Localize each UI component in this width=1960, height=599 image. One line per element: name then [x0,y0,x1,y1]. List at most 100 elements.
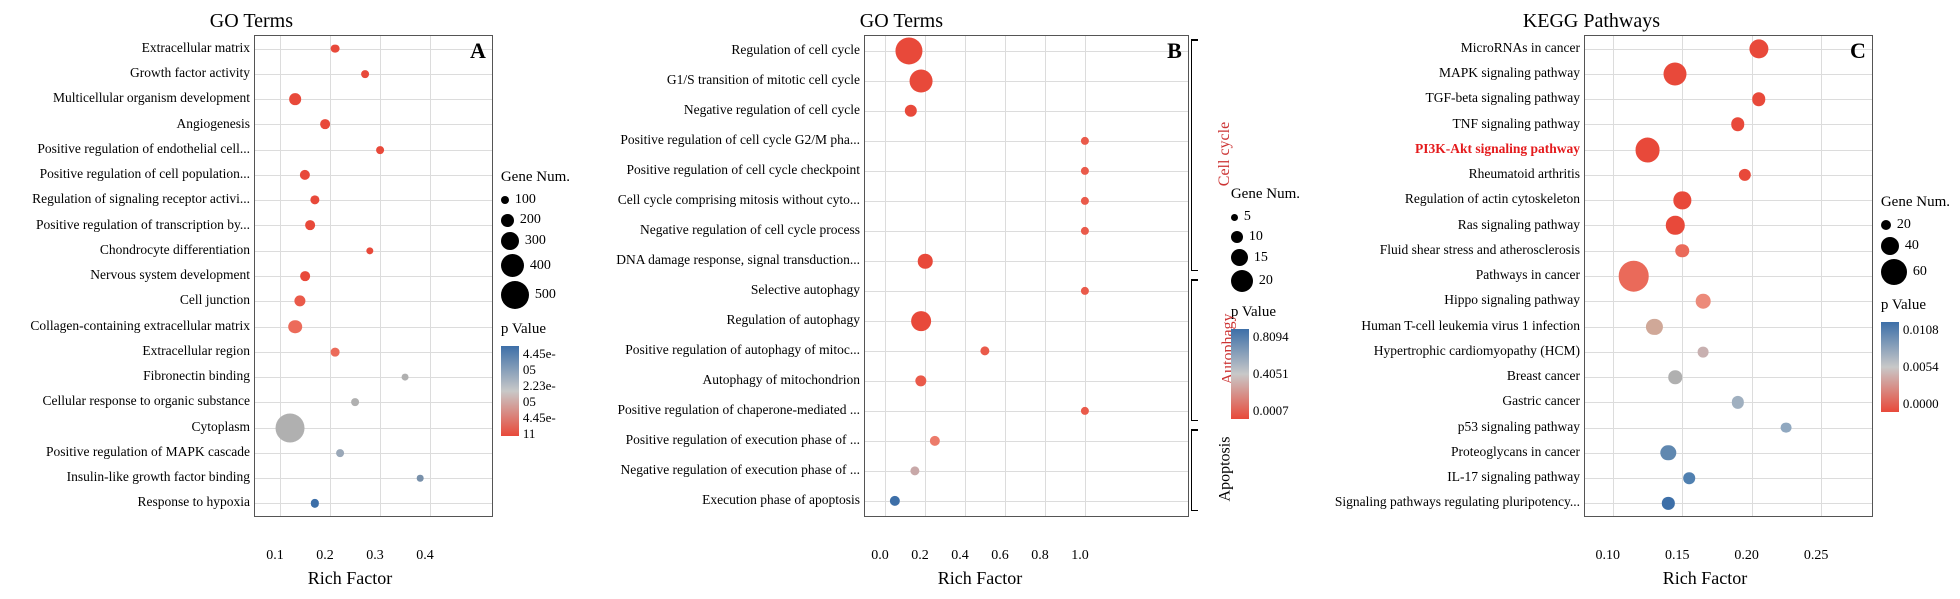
data-point [311,499,319,507]
size-legend-label: 15 [1254,250,1268,266]
plot-area: C [1584,35,1873,517]
data-point [366,247,373,254]
size-legend-dot [1881,237,1899,255]
color-legend-title: p Value [1231,304,1300,321]
size-legend-label: 40 [1905,238,1919,254]
x-tick: 0.1 [266,548,284,564]
panel-a: GO TermsExtracellular matrixGrowth facto… [10,10,570,589]
size-legend-dot [501,281,529,309]
data-point [980,346,989,355]
y-label: Breast cancer [1310,369,1580,383]
size-legend-dot [501,214,514,227]
y-label: Positive regulation of chaperone-mediate… [580,403,860,417]
y-label: Positive regulation of autophagy of mito… [580,343,860,357]
y-label: Extracellular matrix [10,41,250,55]
y-label: Extracellular region [10,344,250,358]
data-point [918,254,933,269]
y-label: MAPK signaling pathway [1310,66,1580,80]
data-point [1669,370,1683,384]
data-point [1683,472,1695,484]
y-label: G1/S transition of mitotic cell cycle [580,73,860,87]
size-legend-label: 400 [530,258,551,274]
data-point [276,413,305,442]
color-legend-value: 0.8094 [1253,329,1289,345]
data-point [1696,294,1711,309]
panel-letter: C [1850,38,1866,64]
color-legend-bar: 0.80940.40510.0007 [1231,329,1249,419]
y-label: Negative regulation of cell cycle proces… [580,223,860,237]
panel-letter: A [470,38,486,64]
data-point [910,70,933,93]
panel-title: GO Terms [580,10,1223,33]
size-legend-label: 10 [1249,229,1263,245]
legend: Gene Num.204060p Value0.01080.00540.0000 [1873,10,1950,589]
y-label: Collagen-containing extracellular matrix [10,319,250,333]
group-label: Cell cycle [1216,122,1234,186]
size-legend-dot [1231,214,1238,221]
data-point [1732,396,1744,408]
y-label: Growth factor activity [10,66,250,80]
size-legend-label: 300 [525,233,546,249]
data-point [1646,318,1662,334]
data-point [300,170,310,180]
x-tick: 0.20 [1734,548,1759,564]
y-label: Rheumatoid arthritis [1310,167,1580,181]
plot-area: B [864,35,1189,517]
data-point [1081,197,1089,205]
x-tick: 0.6 [991,548,1009,564]
y-label: Execution phase of apoptosis [580,493,860,507]
size-legend-label: 20 [1897,217,1911,233]
y-label: Pathways in cancer [1310,268,1580,282]
color-legend-title: p Value [1881,297,1950,314]
y-label: Ras signaling pathway [1310,218,1580,232]
y-label: Insulin-like growth factor binding [10,470,250,484]
data-point [361,70,369,78]
color-legend-value: 0.0000 [1903,396,1939,412]
legend: Gene Num.100200300400500p Value4.45e-052… [493,10,570,589]
data-point [305,221,315,231]
x-tick: 0.15 [1665,548,1690,564]
data-point [905,105,917,117]
y-axis-labels: Extracellular matrix Growth factor activi… [10,35,254,515]
size-legend-label: 60 [1913,264,1927,280]
data-point [1618,261,1649,292]
data-point [910,466,919,475]
y-label: Proteoglycans in cancer [1310,445,1580,459]
color-legend-title: p Value [501,321,570,338]
data-point [310,196,319,205]
data-point [1664,62,1687,85]
figure-container: GO Terms Extracellular matrix Growth facto… [10,10,1950,589]
y-axis-labels: Regulation of cell cycleG1/S transition … [580,35,864,515]
y-label: Positive regulation of endothelial cell.… [10,142,250,156]
y-label: TNF signaling pathway [1310,117,1580,131]
y-label: p53 signaling pathway [1310,420,1580,434]
color-legend-value: 0.0108 [1903,322,1939,338]
data-point [402,374,409,381]
size-legend-dot [1231,249,1248,266]
size-legend-label: 20 [1259,273,1273,289]
y-label: Positive regulation of cell population..… [10,167,250,181]
data-point [336,449,344,457]
data-point [1081,287,1089,295]
y-label: Nervous system development [10,268,250,282]
data-point [331,347,340,356]
data-point [1698,346,1709,357]
x-tick: 0.25 [1804,548,1829,564]
data-point [1081,137,1089,145]
x-axis-label: Rich Factor [1663,568,1747,589]
color-legend-value: 4.45e-11 [523,410,556,442]
size-legend-dot [1881,259,1907,285]
legend: Gene Num.5101520p Value0.80940.40510.000… [1223,10,1300,589]
color-legend-bar: 0.01080.00540.0000 [1881,322,1899,412]
color-legend-value: 0.4051 [1253,366,1289,382]
y-label: DNA damage response, signal transduction… [580,253,860,267]
y-label: Human T-cell leukemia virus 1 infection [1310,319,1580,333]
data-point [930,436,940,446]
data-point [1752,92,1766,106]
y-axis-labels: MicroRNAs in cancerMAPK signaling pathwa… [1310,35,1584,515]
x-tick: 0.2 [316,548,334,564]
color-legend-value: 0.0054 [1903,359,1939,375]
y-label: Positive regulation of cell cycle checkp… [580,163,860,177]
y-label: Regulation of actin cytoskeleton [1310,192,1580,206]
size-legend-dot [501,254,524,277]
